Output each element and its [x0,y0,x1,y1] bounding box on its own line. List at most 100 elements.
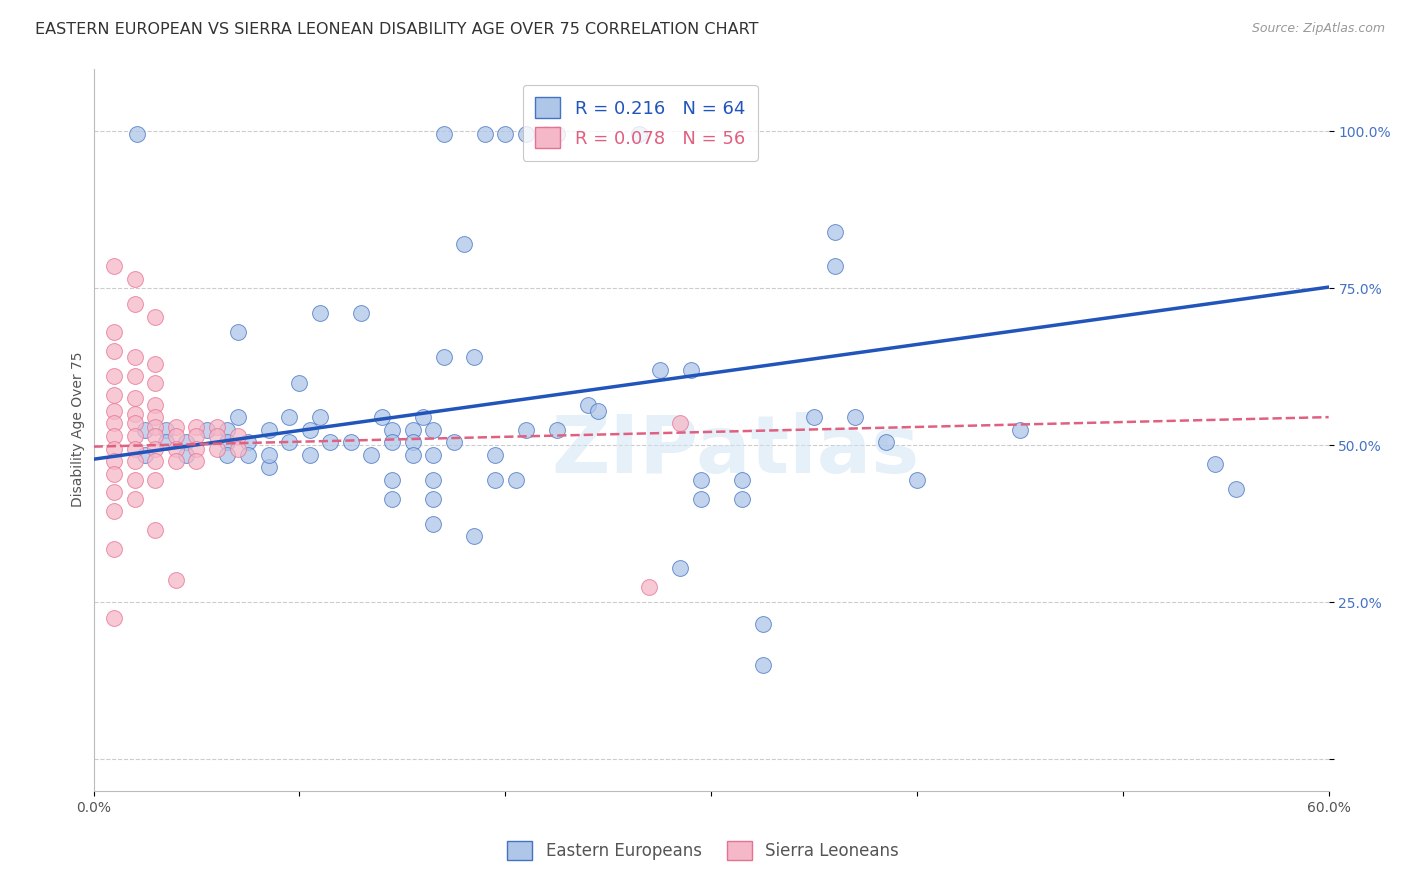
Point [443,435,465,450]
Point [143,410,166,425]
Point [515,128,537,142]
Point [165,429,187,443]
Point [432,351,454,365]
Point [124,297,146,311]
Point [143,357,166,371]
Point [638,580,661,594]
Text: ZIPatlas: ZIPatlas [551,412,920,491]
Point [422,516,444,531]
Point [165,454,187,468]
Point [143,523,166,537]
Point [125,128,148,142]
Point [143,473,166,487]
Point [236,435,259,450]
Point [875,435,897,450]
Point [257,460,280,475]
Point [103,417,125,431]
Point [278,410,301,425]
Point [381,491,404,506]
Point [371,410,394,425]
Point [257,448,280,462]
Point [103,326,125,340]
Point [257,423,280,437]
Point [134,448,156,462]
Point [422,491,444,506]
Point [143,429,166,443]
Point [103,344,125,359]
Point [824,260,846,274]
Legend: R = 0.216   N = 64, R = 0.078   N = 56: R = 0.216 N = 64, R = 0.078 N = 56 [523,85,758,161]
Point [803,410,825,425]
Point [340,435,363,450]
Point [628,128,651,142]
Point [669,561,692,575]
Legend: Eastern Europeans, Sierra Leoneans: Eastern Europeans, Sierra Leoneans [498,831,908,871]
Point [576,398,599,412]
Point [124,454,146,468]
Point [103,260,125,274]
Point [824,225,846,239]
Point [401,435,423,450]
Point [124,491,146,506]
Point [1204,457,1226,471]
Point [124,272,146,286]
Point [103,369,125,384]
Point [751,658,773,673]
Point [546,128,568,142]
Point [143,376,166,390]
Point [143,398,166,412]
Text: EASTERN EUROPEAN VS SIERRA LEONEAN DISABILITY AGE OVER 75 CORRELATION CHART: EASTERN EUROPEAN VS SIERRA LEONEAN DISAB… [35,22,759,37]
Point [205,442,228,456]
Point [546,423,568,437]
Point [124,391,146,405]
Point [905,473,928,487]
Point [484,473,506,487]
Point [124,417,146,431]
Point [432,128,454,142]
Point [124,369,146,384]
Point [463,529,485,543]
Point [586,404,609,418]
Point [217,448,239,462]
Point [319,435,342,450]
Point [155,435,177,450]
Point [124,407,146,421]
Point [474,128,496,142]
Point [174,448,197,462]
Point [186,442,208,456]
Point [309,410,332,425]
Point [165,419,187,434]
Point [226,429,249,443]
Point [103,504,125,518]
Point [309,306,332,320]
Point [103,467,125,481]
Point [298,448,321,462]
Point [401,423,423,437]
Point [124,473,146,487]
Point [679,363,702,377]
Point [844,410,866,425]
Point [103,485,125,500]
Point [186,419,208,434]
Point [205,429,228,443]
Text: Source: ZipAtlas.com: Source: ZipAtlas.com [1251,22,1385,36]
Point [505,473,527,487]
Point [751,617,773,632]
Point [103,388,125,402]
Point [669,417,692,431]
Point [494,128,516,142]
Y-axis label: Disability Age Over 75: Disability Age Over 75 [72,352,86,508]
Point [195,423,218,437]
Point [463,351,485,365]
Point [103,429,125,443]
Point [401,448,423,462]
Point [124,351,146,365]
Point [1008,423,1031,437]
Point [217,435,239,450]
Point [103,611,125,625]
Point [143,442,166,456]
Point [731,491,754,506]
Point [731,473,754,487]
Point [381,423,404,437]
Point [689,491,711,506]
